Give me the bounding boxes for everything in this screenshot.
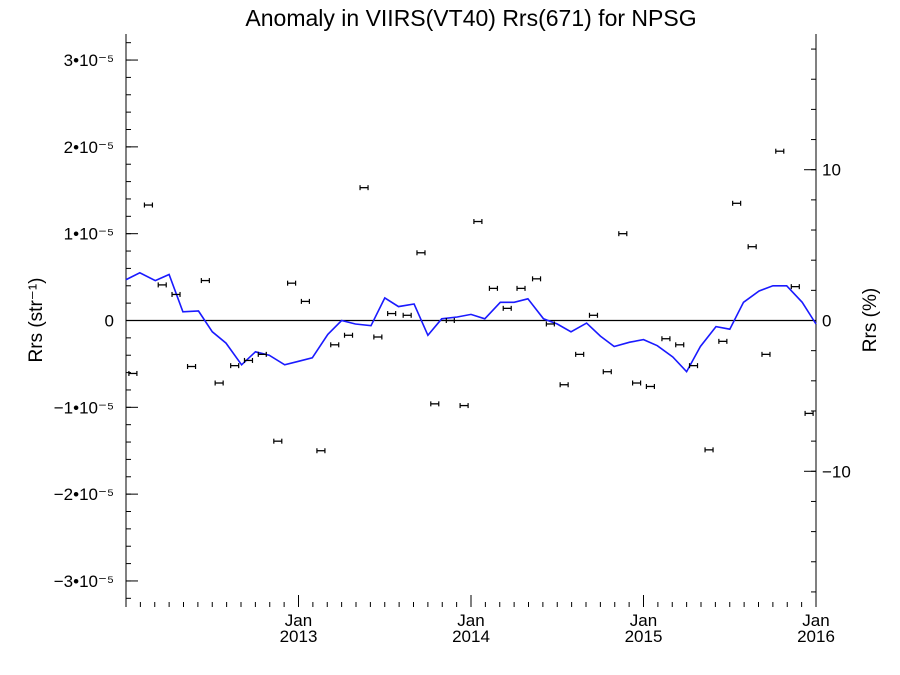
anomaly-point xyxy=(631,380,642,386)
anomaly-point xyxy=(387,311,397,317)
anomaly-point xyxy=(473,219,483,225)
anomaly-point xyxy=(243,357,254,363)
anomaly-point xyxy=(343,332,354,338)
anomaly-point xyxy=(775,148,785,154)
anomaly-point xyxy=(488,285,499,291)
right-tick-label: −10 xyxy=(822,462,851,481)
anomaly-point xyxy=(790,284,800,290)
anomaly-point xyxy=(516,285,526,291)
anomaly-point xyxy=(445,318,455,323)
left-tick-label: −2•10⁻⁵ xyxy=(54,485,114,504)
anomaly-point xyxy=(675,342,685,348)
anomaly-point xyxy=(273,438,283,444)
x-tick-month: Jan xyxy=(630,611,657,630)
anomaly-point xyxy=(661,336,671,342)
anomaly-point xyxy=(545,321,555,327)
anomaly-point xyxy=(575,351,585,357)
left-tick-label: 1•10⁻⁵ xyxy=(64,225,114,244)
anomaly-point xyxy=(645,383,656,389)
anomaly-point xyxy=(330,342,340,348)
x-tick-year: 2013 xyxy=(280,627,318,646)
x-tick-month: Jan xyxy=(457,611,484,630)
left-tick-label: 3•10⁻⁵ xyxy=(64,51,114,70)
anomaly-point xyxy=(588,312,599,318)
anomaly-point xyxy=(128,370,138,376)
anomaly-point xyxy=(602,369,612,375)
anomaly-point xyxy=(316,448,326,454)
anomaly-point xyxy=(200,278,210,284)
anomaly-point xyxy=(402,312,412,318)
anomaly-point xyxy=(732,200,742,206)
smoothed-anomaly-line xyxy=(125,271,817,374)
anomaly-point xyxy=(459,403,469,409)
anomaly-point xyxy=(186,364,197,370)
right-tick-label: 0 xyxy=(822,312,831,331)
anomaly-point xyxy=(257,351,267,357)
anomaly-point xyxy=(747,244,757,250)
anomaly-point xyxy=(157,282,167,288)
right-y-axis: 10 0 −10 xyxy=(804,48,851,593)
anomaly-point xyxy=(373,334,383,340)
left-tick-label: 2•10⁻⁵ xyxy=(64,138,114,157)
anomaly-point xyxy=(214,380,224,386)
left-axis-label: Rrs (str⁻¹) xyxy=(26,278,47,363)
smoothed-anomaly-series xyxy=(125,271,817,374)
anomaly-point xyxy=(618,231,628,237)
anomaly-point xyxy=(559,382,569,388)
x-tick-month: Jan xyxy=(285,611,312,630)
right-axis-label: Rrs (%) xyxy=(860,288,881,352)
left-tick-label: 0 xyxy=(105,312,114,331)
monthly-anomaly-series xyxy=(128,148,814,454)
anomaly-point xyxy=(230,363,240,369)
left-tick-label: −1•10⁻⁵ xyxy=(54,398,114,417)
anomaly-point xyxy=(359,185,369,191)
anomaly-point xyxy=(718,338,728,344)
anomaly-point xyxy=(416,250,426,256)
x-tick-month: Jan xyxy=(802,611,829,630)
anomaly-point xyxy=(704,447,714,453)
left-y-axis: 3•10⁻⁵ 2•10⁻⁵ 1•10⁻⁵ 0 −1•10⁻⁵ −2•10⁻⁵ −3•10⁻⁵ xyxy=(54,42,138,599)
anomaly-point xyxy=(502,305,512,311)
left-tick-label: −3•10⁻⁵ xyxy=(54,572,114,591)
anomaly-point xyxy=(171,291,181,297)
anomaly-point xyxy=(300,298,310,304)
x-tick-year: 2015 xyxy=(625,627,663,646)
anomaly-point xyxy=(287,280,297,286)
anomaly-point xyxy=(430,401,440,407)
anomaly-point xyxy=(761,351,771,357)
anomaly-point xyxy=(143,202,154,208)
x-tick-year: 2014 xyxy=(452,627,490,646)
chart-title: Anomaly in VIIRS(VT40) Rrs(671) for NPSG xyxy=(245,5,696,31)
anomaly-point xyxy=(688,363,699,369)
right-tick-label: 10 xyxy=(822,161,841,180)
x-tick-year: 2016 xyxy=(797,627,835,646)
anomaly-point xyxy=(531,276,542,282)
anomaly-point xyxy=(804,410,814,416)
